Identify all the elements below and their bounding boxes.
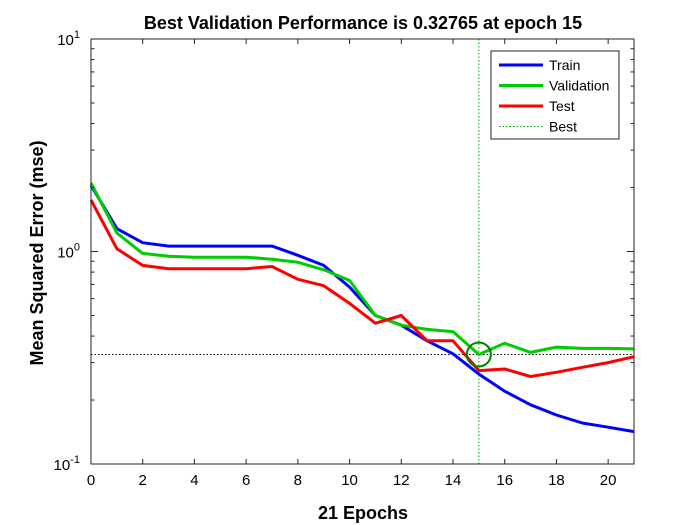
chart-title: Best Validation Performance is 0.32765 a… xyxy=(144,13,582,33)
x-tick-label: 12 xyxy=(393,472,410,489)
x-tick-label: 14 xyxy=(445,472,462,489)
series-line-train xyxy=(89,184,635,434)
y-tick-label: 100 xyxy=(57,242,80,262)
x-tick-label: 2 xyxy=(139,472,147,489)
y-axis-label: Mean Squared Error (mse) xyxy=(27,140,47,365)
best-marker-layer xyxy=(465,341,492,368)
x-axis-label: 21 Epochs xyxy=(318,503,408,523)
best-reference-lines xyxy=(91,39,634,464)
x-tick-label: 10 xyxy=(341,472,358,489)
x-tick-label: 18 xyxy=(548,472,565,489)
x-tick-label: 8 xyxy=(294,472,302,489)
x-tick-label: 6 xyxy=(242,472,250,489)
x-tick-label: 20 xyxy=(600,472,617,489)
y-tick-label: 10-1 xyxy=(54,454,80,474)
best-marker xyxy=(465,341,492,368)
legend-label-validation: Validation xyxy=(549,78,609,94)
legend-label-best: Best xyxy=(549,119,577,135)
y-axis: 101 100 10-1 xyxy=(54,29,634,474)
x-tick-label: 4 xyxy=(190,472,198,489)
y-tick-label: 101 xyxy=(57,29,80,49)
x-axis: 0 2 4 6 8 10 12 14 16 18 20 xyxy=(87,39,617,489)
series-layer xyxy=(89,182,635,434)
x-tick-label: 0 xyxy=(87,472,95,489)
legend: Train Validation Test Best xyxy=(490,50,620,140)
series-line-validation xyxy=(89,182,635,356)
series-line-test xyxy=(89,199,635,378)
x-tick-label: 16 xyxy=(496,472,513,489)
legend-label-test: Test xyxy=(549,98,575,114)
legend-label-train: Train xyxy=(549,57,580,73)
